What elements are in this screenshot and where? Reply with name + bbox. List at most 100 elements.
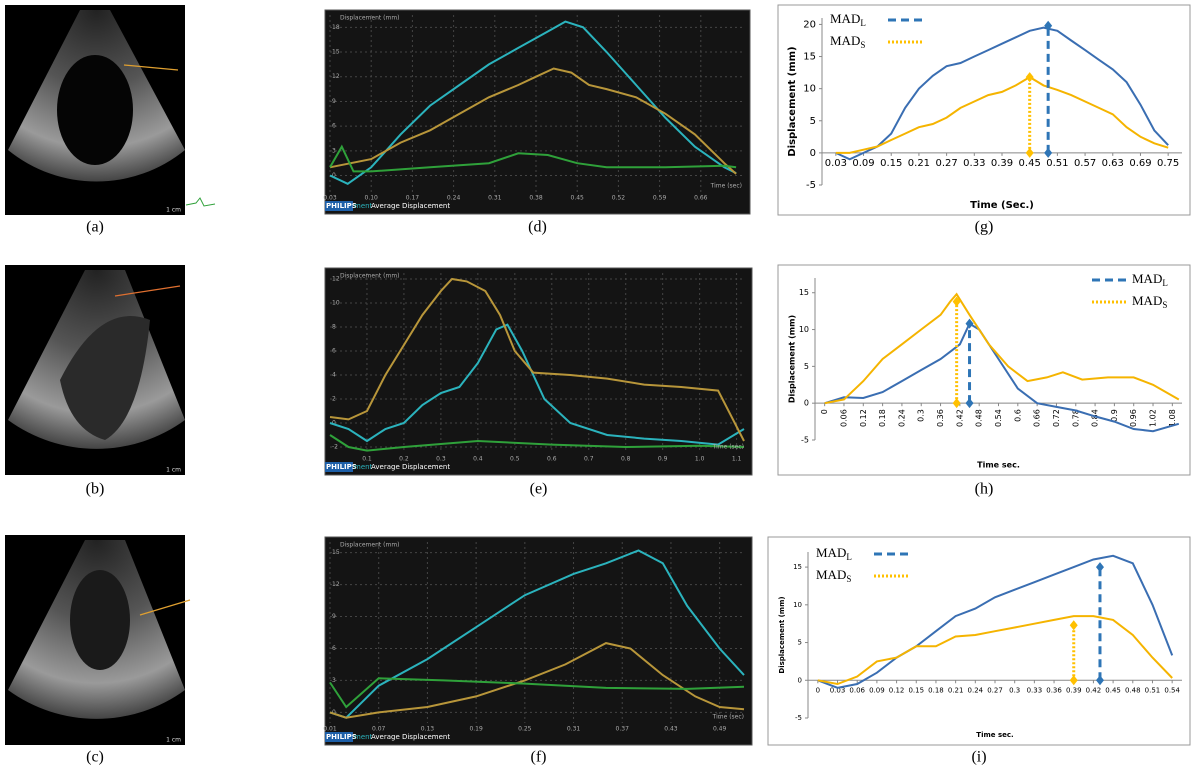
x-tick-label: 0.06: [849, 686, 865, 694]
x-tick-label: 0.12: [859, 409, 868, 427]
x-tick-label: 0.51: [1046, 158, 1068, 169]
series-line: [824, 292, 1180, 405]
x-tick-label: 0.24: [897, 409, 906, 427]
y-tick-label: 8: [332, 324, 336, 331]
y-tick-label: 10: [803, 84, 816, 95]
x-tick-label: 0.9: [1110, 409, 1119, 422]
y-tick-label: 9: [332, 613, 336, 620]
series-line: [329, 549, 745, 719]
y-tick-label: 3: [332, 147, 336, 154]
legend-entry: MADL: [830, 11, 866, 28]
x-tick-label: 0.75: [1157, 158, 1179, 169]
x-tick-label: 0.33: [1027, 686, 1043, 694]
x-axis-label: Time sec.: [977, 461, 1020, 470]
y-tick-label: 12: [332, 276, 340, 283]
y-tick-label: 0: [332, 172, 336, 179]
mad-diamond: [1025, 72, 1034, 83]
x-tick-label: 0.27: [987, 686, 1003, 694]
plot-background: [324, 536, 753, 746]
caption: (i): [971, 749, 986, 766]
y-tick-label: 15: [799, 288, 809, 297]
x-tick-label: 0.45: [1105, 686, 1121, 694]
mad-diamond: [1095, 562, 1104, 573]
series-line: [329, 677, 745, 709]
y-tick-label: -2: [332, 444, 338, 451]
footer-title: Average Displacement: [371, 463, 450, 471]
x-axis-label: Time (sec): [712, 444, 744, 451]
series-line: [835, 75, 1169, 154]
series-line: [329, 323, 745, 446]
x-tick-label: 0.9: [658, 456, 668, 463]
y-axis-label: Displacement (mm): [778, 596, 786, 673]
y-tick-label: 3: [332, 677, 336, 684]
y-tick-label: 0: [810, 148, 816, 159]
footer-bg: [325, 201, 353, 211]
mad-base: [1095, 675, 1104, 686]
x-tick-label: 0.49: [713, 726, 727, 733]
y-tick-label: 0: [332, 709, 336, 716]
x-tick-label: 0.48: [1125, 686, 1141, 694]
panel-border: [767, 536, 1191, 746]
x-tick-label: 0.39: [1066, 686, 1082, 694]
x-tick-label: 0.6: [1013, 409, 1022, 422]
footer-brand: PHILIPS: [326, 202, 357, 210]
legend-entry: MADL: [1132, 271, 1168, 288]
x-tick-label: 0.63: [1102, 158, 1124, 169]
y-tick-label: -5: [795, 714, 802, 722]
caption: (b): [86, 481, 105, 498]
y-axis-label: Displacement (mm): [340, 273, 400, 280]
x-tick-label: 0.33: [963, 158, 985, 169]
x-tick-label: 0.15: [908, 686, 924, 694]
legend-entry: MADL: [816, 545, 852, 562]
x-tick-label: 0.8: [621, 456, 631, 463]
y-tick-label: 15: [332, 49, 340, 56]
y-tick-label: 4: [332, 372, 336, 379]
y-tick-label: 12: [332, 581, 340, 588]
y-tick-label: 15: [803, 52, 816, 63]
y-tick-label: 15: [332, 549, 340, 556]
x-tick-label: 0.39: [991, 158, 1013, 169]
x-tick-label: 0.36: [1046, 686, 1062, 694]
y-tick-label: 10: [332, 300, 340, 307]
mad-diamond: [1044, 20, 1053, 31]
y-tick-label: 18: [332, 24, 340, 31]
x-tick-label: 0.31: [567, 726, 581, 733]
x-tick-label: 0.96: [1129, 409, 1138, 427]
y-axis-label: Displacement (mm): [787, 46, 798, 156]
series-line: [817, 615, 1173, 686]
legend-sub: L: [846, 552, 852, 562]
y-tick-label: 6: [332, 348, 336, 355]
x-tick-label: 0.66: [1033, 409, 1042, 427]
x-tick-label: 0.48: [975, 409, 984, 427]
x-tick-label: 1.02: [1149, 409, 1158, 427]
x-tick-label: 0.5: [510, 456, 520, 463]
mad-diamond: [965, 318, 974, 329]
caption: (g): [975, 219, 994, 236]
caption: (c): [86, 749, 104, 766]
x-tick-label: 0.3: [1009, 686, 1020, 694]
y-tick-label: 5: [804, 362, 809, 371]
x-tick-label: 0.6: [547, 456, 557, 463]
legend-entry: MADS: [830, 33, 865, 50]
x-tick-label: 0.03: [323, 195, 337, 202]
x-tick-label: 0.21: [908, 158, 930, 169]
caption: (h): [975, 481, 994, 498]
x-tick-label: 0.15: [880, 158, 902, 169]
legend-sub: S: [1162, 300, 1167, 310]
legend-text: MAD: [1132, 271, 1162, 286]
x-tick-label: 0.10: [365, 195, 379, 202]
y-tick-label: 20: [803, 19, 816, 30]
footer-bg: [325, 462, 353, 472]
x-tick-label: 0.66: [694, 195, 708, 202]
y-tick-label: 5: [798, 639, 802, 647]
footer-title: Average Displacement: [371, 202, 450, 210]
mad-base: [1069, 675, 1078, 686]
legend-text: MAD: [830, 33, 860, 48]
series-line: [329, 144, 737, 173]
caption: (f): [531, 749, 547, 766]
y-tick-label: 15: [793, 563, 802, 571]
x-tick-label: 0.36: [936, 409, 945, 427]
x-tick-label: 0.69: [1129, 158, 1151, 169]
x-tick-label: 0.07: [372, 726, 386, 733]
